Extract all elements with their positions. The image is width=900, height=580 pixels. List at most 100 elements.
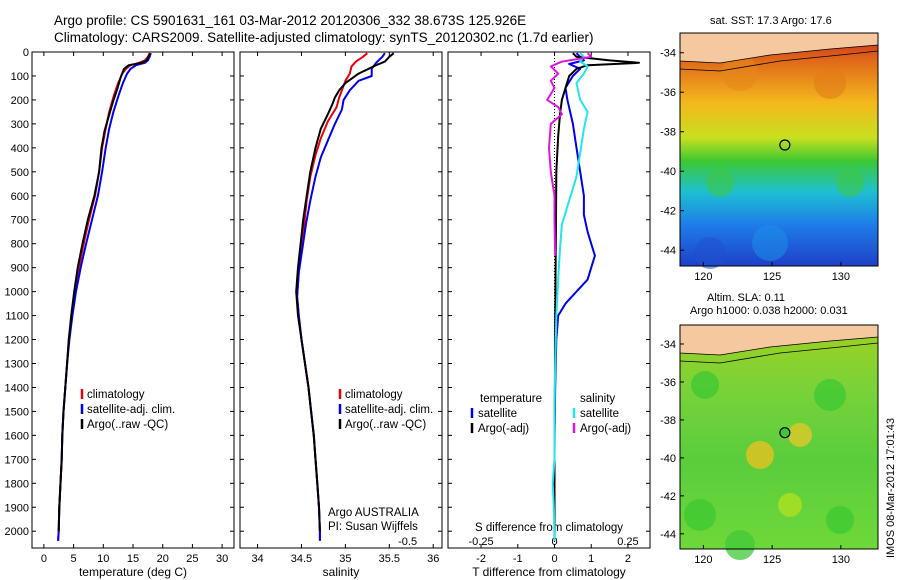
sst_map-lat-label: -40 bbox=[660, 166, 676, 178]
legend-label: climatology bbox=[87, 389, 145, 401]
sst_map-lat-label: -36 bbox=[660, 87, 676, 99]
legend-label: Argo(..raw -QC) bbox=[87, 419, 168, 431]
sla_map-anomaly-blob bbox=[826, 506, 854, 534]
series-line bbox=[296, 52, 368, 541]
x-tick-label: 34 bbox=[251, 553, 263, 565]
sst_map-sst-blob bbox=[814, 67, 846, 99]
x-tick-label: 2 bbox=[625, 553, 631, 565]
sla_map-lat-label: -36 bbox=[660, 377, 676, 389]
y-tick-label: 1300 bbox=[5, 358, 29, 370]
sla_map-anomaly-blob bbox=[778, 493, 802, 517]
s-tick-label: -0.5 bbox=[398, 536, 417, 548]
sla_map-contour bbox=[679, 342, 879, 364]
panel-frame bbox=[31, 51, 235, 549]
sst_map-lat-label: -44 bbox=[660, 245, 676, 257]
sla_map-anomaly-blob bbox=[684, 499, 716, 531]
y-tick-label: 500 bbox=[11, 167, 29, 179]
y-tick-label: 200 bbox=[11, 95, 29, 107]
x-tick-label: 5 bbox=[71, 553, 77, 565]
y-tick-label: 1800 bbox=[5, 478, 29, 490]
series-line bbox=[551, 52, 589, 541]
legend-heading: salinity bbox=[580, 393, 615, 405]
y-tick-label: 800 bbox=[11, 239, 29, 251]
legend-label: satellite bbox=[580, 408, 619, 420]
x-tick-label: -1 bbox=[513, 553, 523, 565]
series-line bbox=[296, 52, 386, 541]
y-tick-label: 300 bbox=[11, 119, 29, 131]
sst_map-contour bbox=[679, 50, 879, 72]
y-tick-label: 1900 bbox=[5, 502, 29, 514]
sla_map-lon-label: 130 bbox=[832, 554, 850, 566]
x-tick-label: 20 bbox=[157, 553, 169, 565]
series-line bbox=[295, 52, 395, 532]
x-tick-label: 0 bbox=[41, 553, 47, 565]
sst_map-lon-label: 130 bbox=[832, 271, 850, 283]
sla_map-anomaly-blob bbox=[725, 530, 755, 560]
sla_map-anomaly-blob bbox=[814, 379, 846, 411]
legend-label: Argo(-adj) bbox=[478, 423, 529, 435]
y-tick-label: 900 bbox=[11, 263, 29, 275]
sst_map-sst-blob bbox=[752, 225, 788, 261]
legend-heading: temperature bbox=[480, 393, 542, 405]
y-tick-label: 1100 bbox=[5, 311, 29, 323]
x-tick-label: 34.5 bbox=[291, 553, 312, 565]
sla_map-lat-label: -40 bbox=[660, 453, 676, 465]
series-line bbox=[57, 52, 151, 541]
y-tick-label: 700 bbox=[11, 215, 29, 227]
sst_map-lat-label: -38 bbox=[660, 127, 676, 139]
y-tick-label: 1200 bbox=[5, 335, 29, 347]
x-tick-label: 35 bbox=[339, 553, 351, 565]
legend-label: satellite-adj. clim. bbox=[345, 404, 433, 416]
plot-title-line2: Climatology: CARS2009. Satellite-adjuste… bbox=[54, 30, 594, 45]
legend-label: Argo(-adj) bbox=[580, 423, 631, 435]
y-tick-label: 1400 bbox=[5, 382, 29, 394]
sst_map-lon-label: 125 bbox=[763, 271, 781, 283]
sst_map-sst-blob bbox=[836, 169, 864, 197]
x-tick-label: 25 bbox=[186, 553, 198, 565]
sst_map-sst-blob bbox=[694, 237, 726, 269]
y-tick-label: 100 bbox=[11, 71, 29, 83]
legend-label: satellite-adj. clim. bbox=[87, 404, 175, 416]
y-tick-label: 2000 bbox=[5, 526, 29, 538]
panel-annotation: Argo AUSTRALIA bbox=[328, 507, 419, 519]
sst_map-sst-blob bbox=[722, 55, 758, 91]
s-axis-label: S difference from climatology bbox=[475, 522, 623, 534]
plot-title-line1: Argo profile: CS 5901631_161 03-Mar-2012… bbox=[54, 13, 527, 28]
legend-label: climatology bbox=[345, 389, 403, 401]
series-line bbox=[553, 52, 640, 532]
sst_map-float-marker bbox=[779, 139, 791, 151]
series-line bbox=[57, 52, 152, 532]
sst_map-frame bbox=[679, 32, 879, 267]
y-tick-label: 0 bbox=[23, 47, 29, 59]
sst_map-lat-label: -42 bbox=[660, 206, 676, 218]
sla_map-anomaly-blob bbox=[691, 371, 719, 399]
x-tick-label: 0 bbox=[551, 553, 557, 565]
series-line bbox=[546, 52, 593, 256]
sla_map-lat-label: -42 bbox=[660, 491, 676, 503]
sla_map-frame bbox=[679, 324, 879, 550]
x-tick-label: 35.5 bbox=[379, 553, 400, 565]
sst_map-field bbox=[680, 33, 878, 266]
x-tick-label: -2 bbox=[476, 553, 486, 565]
sst-map-title: sat. SST: 17.3 Argo: 17.6 bbox=[710, 15, 832, 27]
y-tick-label: 400 bbox=[11, 143, 29, 155]
sst_map-lon-label: 120 bbox=[694, 271, 712, 283]
panel-frame bbox=[447, 51, 651, 549]
y-tick-label: 600 bbox=[11, 191, 29, 203]
imos-timestamp: IMOS 08-Mar-2012 17:01:43 bbox=[885, 417, 897, 558]
sla_map-anomaly-blob bbox=[746, 441, 774, 469]
sla_map-anomaly-blob bbox=[788, 423, 812, 447]
panel-annotation: PI: Susan Wijffels bbox=[328, 521, 418, 533]
s-tick-label: 0 bbox=[551, 536, 557, 548]
s-tick-label: -0.25 bbox=[469, 536, 494, 548]
legend-label: satellite bbox=[478, 408, 517, 420]
x-tick-label: 1 bbox=[588, 553, 594, 565]
y-tick-label: 1000 bbox=[5, 287, 29, 299]
x-tick-label: 30 bbox=[216, 553, 228, 565]
sla_map-lat-label: -34 bbox=[660, 339, 676, 351]
panel-frame bbox=[239, 51, 443, 549]
sla_map-float-marker bbox=[779, 427, 791, 439]
x-axis-label: T difference from climatology bbox=[472, 565, 626, 579]
sst_map-lat-label: -34 bbox=[660, 48, 676, 60]
